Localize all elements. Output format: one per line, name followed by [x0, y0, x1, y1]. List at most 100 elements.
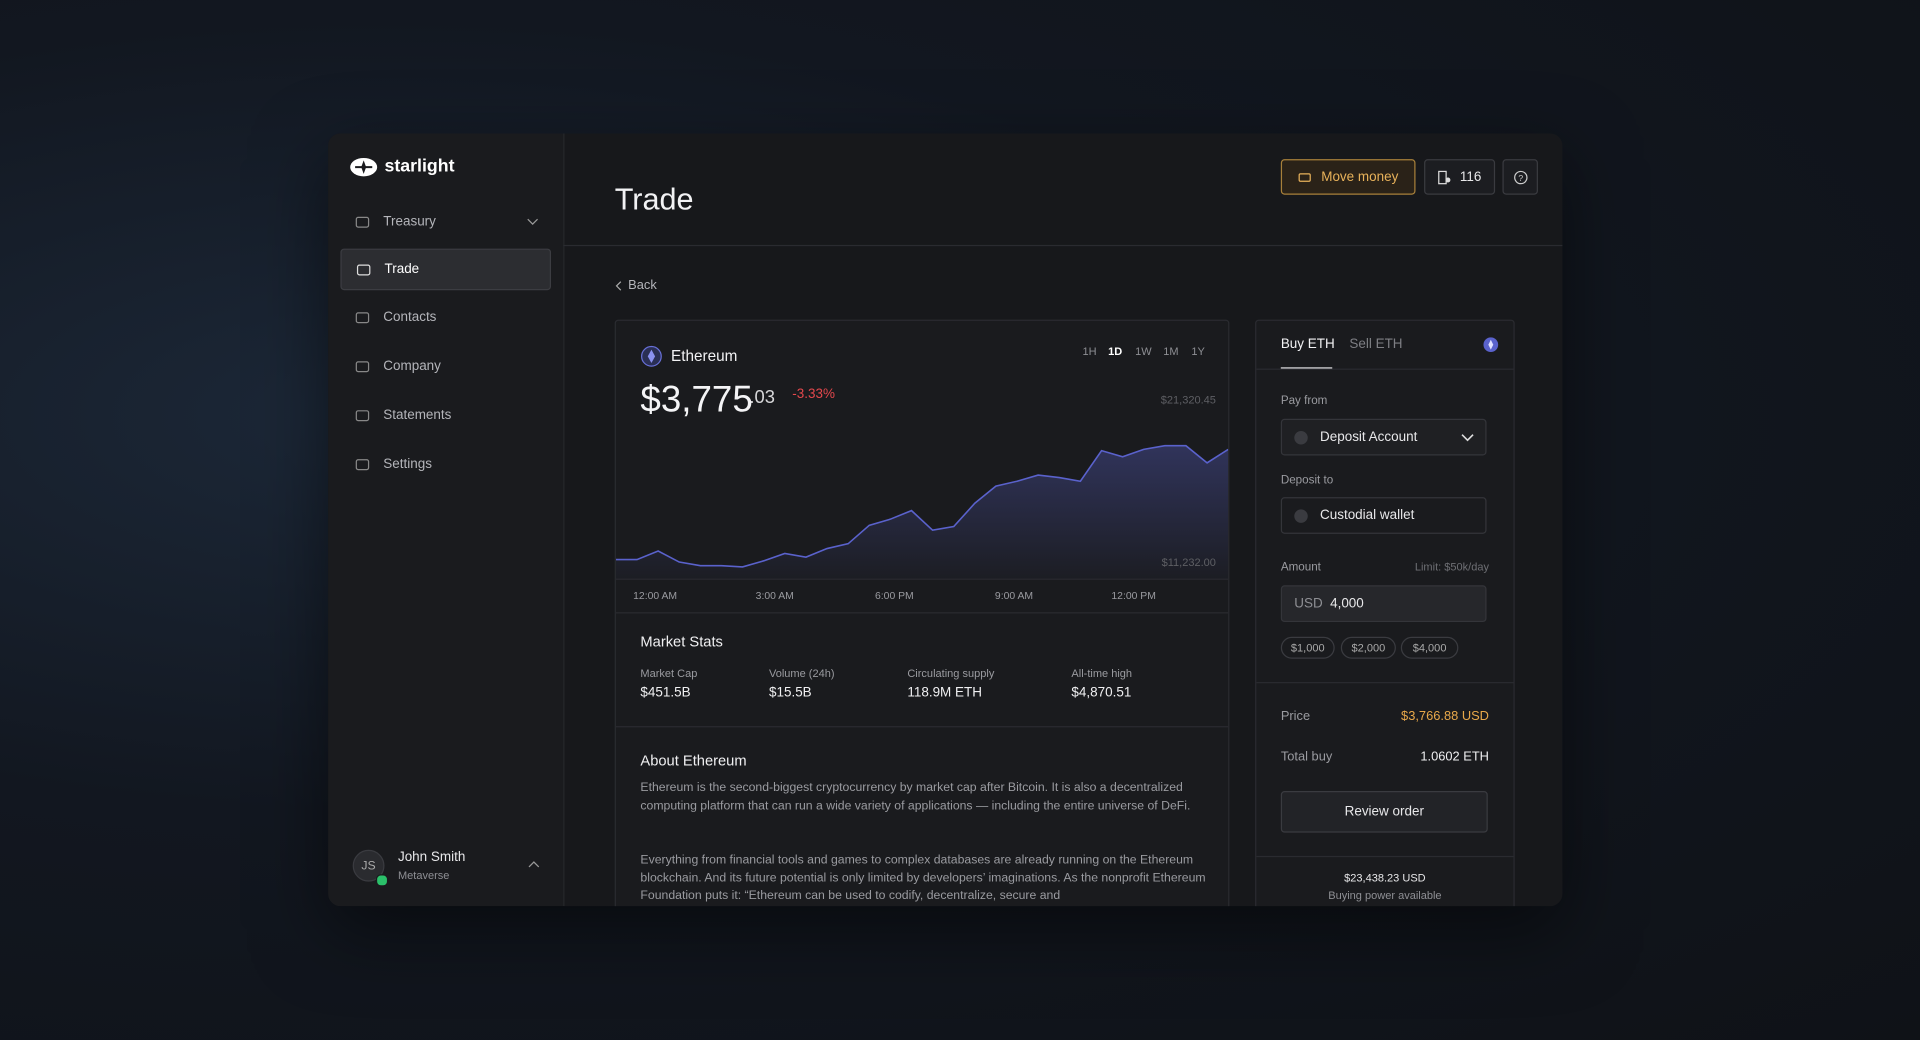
nav-item[interactable]: Settings: [340, 443, 551, 485]
user-name: John Smith: [397, 849, 466, 865]
x-tick-label: 12:00 AM: [633, 591, 677, 602]
amount-input[interactable]: USD 4,000: [1280, 585, 1487, 623]
price-chart: $21,320.45 $11,232.00 12:00 AM 3:00 AM 6:00 …: [615, 394, 1229, 602]
icon: ?: [1513, 170, 1527, 184]
buying-power-label: Buying power available: [1328, 888, 1442, 902]
price-main: $3,775: [640, 379, 753, 421]
nav-label: Settings: [383, 456, 432, 472]
chevron-path: [527, 218, 538, 225]
pay-from-label: Pay from: [1280, 394, 1328, 408]
x-tick-label: 12:00 PM: [1111, 591, 1155, 602]
amount: 4,000: [1330, 596, 1364, 612]
help-button[interactable]: ?: [1502, 159, 1538, 195]
logo-icon: [350, 157, 378, 177]
tab-underline: [1280, 367, 1333, 369]
nav-item[interactable]: Treasury: [340, 201, 551, 243]
icon-shape: [355, 458, 370, 470]
tab-buy[interactable]: Buy ETH: [1280, 336, 1335, 352]
stat-value: 118.9M ETH: [907, 685, 982, 701]
move-money-button[interactable]: Move money: [1280, 159, 1416, 195]
icon-shape: [355, 311, 370, 323]
y-tick-label: $11,232.00: [1162, 557, 1216, 569]
x-tick-label: 3:00 AM: [756, 591, 794, 602]
preset[interactable]: $2,000: [1340, 636, 1396, 659]
about-paragraph: Everything from financial tools and game…: [640, 853, 1206, 903]
chevron-down: [527, 218, 538, 225]
review-button[interactable]: Review order: [1280, 791, 1488, 833]
limit: Limit: $50k/day: [1414, 560, 1489, 574]
preset[interactable]: $1,000: [1280, 636, 1335, 659]
range-button[interactable]: 1Y: [1191, 345, 1205, 358]
back-icon: [615, 281, 622, 291]
range-button[interactable]: 1H: [1082, 345, 1097, 358]
svg-text:?: ?: [1518, 173, 1523, 183]
sidebar: starlight Treasury Trade Contacts Company St…: [328, 133, 565, 907]
icon-shape: [356, 263, 371, 275]
range-button[interactable]: 1D: [1108, 345, 1123, 358]
divider: [1256, 855, 1514, 858]
stat-value: $451.5B: [640, 685, 691, 701]
stat-label: Circulating supply: [907, 667, 995, 680]
stat-label: All-time high: [1071, 667, 1133, 680]
main: Trade Move money 116 ? Back Ethereum 1H 1…: [563, 133, 1563, 907]
stat-label: Volume (24h): [768, 667, 835, 680]
chart-card: Ethereum 1H 1D 1W 1M 1Y $3,775 .03 -3.33% $2…: [614, 319, 1230, 907]
stat-value: $15.5B: [768, 685, 812, 701]
divider: [1256, 682, 1514, 684]
header: [563, 133, 1563, 247]
nav-icon: [355, 216, 370, 228]
amount-label: Amount: [1280, 560, 1321, 575]
area-fill: [615, 445, 1229, 580]
chevron-up[interactable]: [527, 860, 542, 870]
nav-label: Treasury: [383, 214, 436, 229]
tab-sell[interactable]: Sell ETH: [1349, 336, 1403, 352]
stat-value: $4,870.51: [1071, 685, 1132, 701]
asset-name: Ethereum: [671, 347, 738, 365]
page-title: Trade: [614, 182, 694, 217]
nav-item[interactable]: Contacts: [340, 296, 551, 338]
pay-from-select[interactable]: Deposit Account: [1280, 418, 1487, 456]
total-label: Total buy: [1280, 749, 1333, 765]
icon: [1294, 508, 1308, 523]
price: $3,766.88 USD: [1401, 708, 1489, 724]
divider: [1256, 368, 1514, 370]
about-title: About Ethereum: [640, 751, 747, 769]
icon: [1298, 172, 1311, 182]
user-org: Metaverse: [397, 869, 450, 882]
chevron-down: [1461, 433, 1474, 441]
nav-item[interactable]: Statements: [340, 394, 551, 436]
nav-icon: [355, 458, 370, 470]
currency: USD: [1294, 596, 1323, 612]
stats-title: Market Stats: [640, 633, 723, 651]
count: 116: [1459, 169, 1482, 185]
button-label: Move money: [1321, 169, 1399, 185]
x-tick-label: 6:00 PM: [875, 591, 914, 602]
deposit-to-field[interactable]: Custodial wallet: [1280, 497, 1487, 534]
nav-item[interactable]: Trade: [340, 248, 552, 291]
divider: [615, 726, 1229, 728]
price-line: [615, 444, 1229, 568]
order-card: Buy ETH Sell ETH Pay from Deposit Accoun…: [1255, 319, 1515, 907]
price-cents: .03: [749, 386, 775, 408]
nav-label: Statements: [383, 407, 452, 423]
range-button[interactable]: 1M: [1163, 345, 1179, 358]
nav-icon: [356, 263, 371, 275]
divider: [615, 612, 1229, 614]
nav-item[interactable]: Company: [340, 345, 551, 387]
range-button[interactable]: 1W: [1135, 345, 1152, 358]
x-tick-label: 9:00 AM: [995, 591, 1033, 602]
icon: [1438, 170, 1451, 184]
icon-shape: [355, 360, 370, 372]
stat-label: Market Cap: [640, 667, 698, 680]
about-paragraph: Ethereum is the second-biggest cryptocur…: [640, 781, 1191, 813]
nav-label: Company: [383, 358, 441, 374]
nav-icon: [355, 409, 370, 421]
back-link[interactable]: Back: [628, 277, 657, 293]
app-window: starlight Treasury Trade Contacts Company St…: [328, 133, 1563, 907]
nav-icon: [355, 360, 370, 372]
total: 1.0602 ETH: [1420, 749, 1489, 765]
count-button[interactable]: 116: [1424, 159, 1496, 195]
icon: [1294, 430, 1308, 444]
preset[interactable]: $4,000: [1400, 636, 1459, 659]
